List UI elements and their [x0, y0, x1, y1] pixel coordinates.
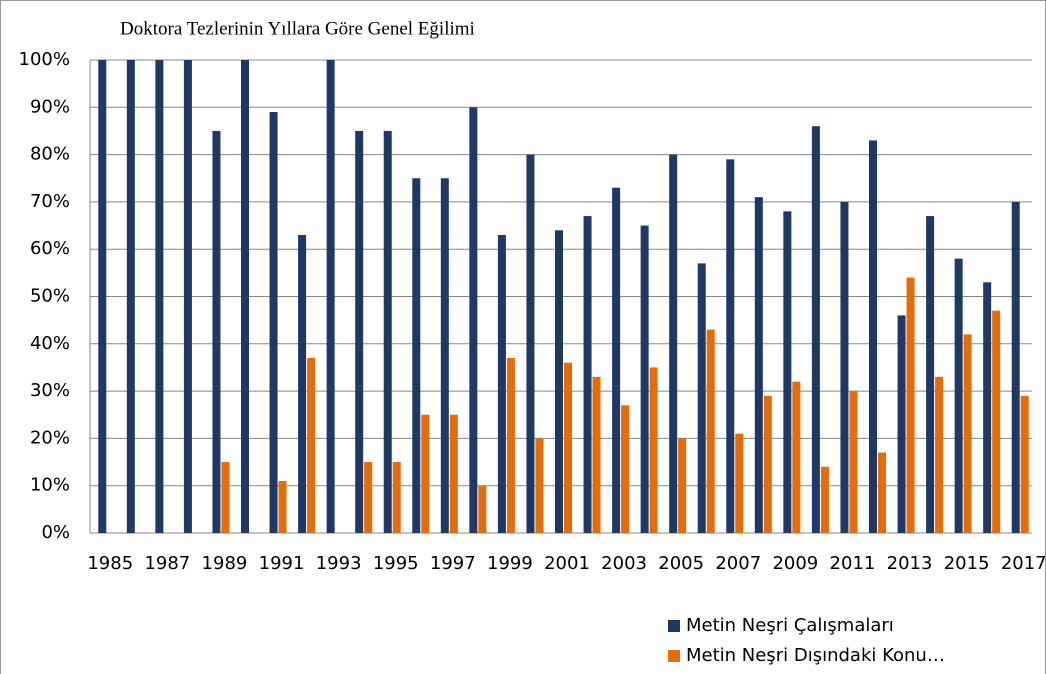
bar	[754, 197, 763, 534]
bar	[992, 310, 1001, 533]
x-tick-label: 1991	[259, 553, 305, 574]
x-tick-label: 1999	[487, 553, 533, 574]
legend-label: Metin Neşri Çalışmaları	[686, 615, 894, 636]
bar	[669, 154, 678, 533]
bar	[535, 438, 544, 533]
bar	[954, 258, 963, 533]
bar	[412, 178, 421, 533]
bar	[840, 201, 849, 533]
x-tick-label: 1997	[430, 553, 476, 574]
x-tick-label: 1987	[144, 553, 190, 574]
bar	[241, 60, 249, 533]
bar	[307, 357, 316, 533]
bar	[906, 277, 915, 533]
bar	[735, 433, 744, 533]
bar	[869, 140, 877, 533]
bar	[583, 216, 592, 533]
x-tick-label: 1989	[202, 553, 248, 574]
y-tick-label: 20%	[30, 427, 70, 448]
bar	[640, 225, 649, 534]
x-tick-label: 2007	[715, 553, 761, 574]
y-tick-label: 60%	[30, 238, 70, 259]
bar	[612, 187, 621, 533]
x-tick-label: 2009	[772, 553, 818, 574]
x-tick-label: 1993	[316, 553, 362, 574]
x-tick-label: 2015	[944, 553, 990, 574]
bar	[592, 376, 601, 533]
bar	[449, 414, 458, 533]
bar	[126, 60, 135, 533]
bar	[364, 462, 373, 533]
y-tick-label: 40%	[30, 333, 70, 354]
bar	[792, 381, 801, 533]
bar	[678, 438, 687, 533]
bar	[278, 480, 287, 533]
bar	[440, 178, 449, 533]
y-tick-label: 0%	[41, 522, 70, 543]
bar	[697, 263, 706, 533]
legend-label: Metin Neşri Dışındaki Konu…	[686, 645, 945, 666]
bar	[649, 367, 658, 533]
bar	[383, 130, 392, 533]
bar	[726, 159, 735, 533]
bar	[478, 485, 487, 533]
bar	[783, 211, 792, 534]
bar	[155, 60, 164, 533]
bar	[763, 395, 772, 533]
bar	[963, 334, 972, 533]
bar	[298, 235, 307, 533]
bar	[469, 107, 478, 534]
y-tick-label: 70%	[30, 191, 70, 212]
bar	[935, 376, 944, 533]
bar	[820, 466, 829, 533]
y-tick-label: 80%	[30, 144, 70, 165]
x-tick-label: 2005	[658, 553, 704, 574]
bar	[811, 126, 820, 533]
bar	[926, 216, 935, 533]
y-tick-label: 50%	[30, 286, 70, 307]
bar	[183, 60, 192, 533]
bar	[98, 60, 107, 533]
bar	[355, 130, 364, 533]
x-tick-label: 2011	[830, 553, 876, 574]
bar	[421, 414, 430, 533]
chart-title: Doktora Tezlerinin Yıllara Göre Genel Eğ…	[120, 18, 475, 39]
bar	[621, 405, 630, 533]
legend-swatch	[668, 620, 680, 632]
x-tick-label: 2017	[1001, 553, 1046, 574]
bar	[1011, 201, 1020, 533]
bar	[555, 230, 563, 533]
x-tick-label: 2003	[601, 553, 647, 574]
y-tick-label: 30%	[30, 380, 70, 401]
x-tick-label: 2013	[887, 553, 933, 574]
bar	[269, 112, 278, 533]
bar	[326, 60, 335, 533]
bar	[526, 154, 535, 533]
bar	[706, 329, 715, 533]
x-tick-label: 2001	[544, 553, 590, 574]
bar	[1020, 395, 1029, 533]
bar	[506, 357, 515, 533]
bar	[392, 462, 401, 533]
y-tick-label: 100%	[19, 49, 70, 70]
bar	[221, 462, 230, 533]
bar	[983, 282, 992, 533]
x-tick-label: 1995	[373, 553, 419, 574]
x-tick-label: 1985	[87, 553, 133, 574]
bar	[212, 130, 221, 533]
bar	[849, 391, 858, 533]
bar	[497, 235, 506, 533]
bar	[897, 315, 906, 533]
y-tick-label: 10%	[30, 475, 70, 496]
y-tick-label: 90%	[30, 96, 70, 117]
legend-swatch	[668, 650, 680, 662]
bar	[564, 362, 572, 533]
bar	[878, 452, 886, 533]
